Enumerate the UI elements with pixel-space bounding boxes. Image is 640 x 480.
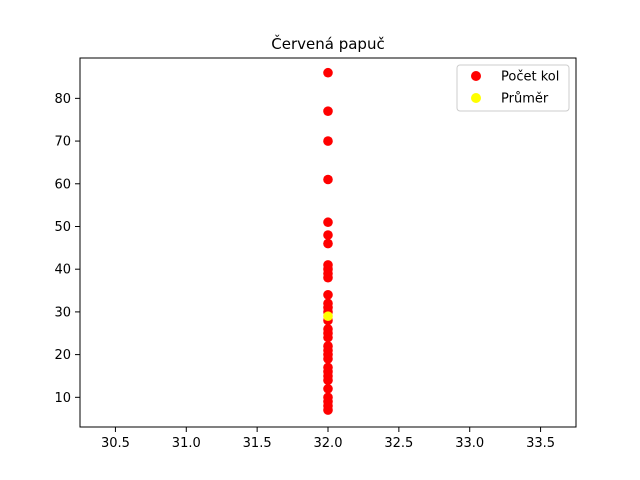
data-point-s0-12 <box>323 341 333 351</box>
data-point-s0-20 <box>323 290 333 300</box>
data-point-s0-3 <box>323 392 333 403</box>
y-tick-label: 80 <box>54 92 71 107</box>
data-point-s0-27 <box>323 217 333 228</box>
x-tick-label: 31.0 <box>172 436 201 451</box>
data-point-s1-0 <box>323 311 333 321</box>
y-tick-label: 50 <box>54 220 71 235</box>
x-tick-label: 32.5 <box>384 436 413 451</box>
legend-label-pocet-kol: Počet kol <box>501 70 559 85</box>
legend-marker-pocet-kol <box>471 71 481 81</box>
legend: Počet kol Průměr <box>456 64 570 112</box>
data-point-s0-28 <box>323 174 333 185</box>
y-tick-label: 70 <box>54 135 71 150</box>
x-tick-label: 32.0 <box>314 436 343 451</box>
data-point-s0-15 <box>323 324 333 334</box>
x-tick-label: 30.5 <box>101 436 130 451</box>
chart-title: Červená papuč <box>271 34 384 53</box>
y-tick-label: 40 <box>54 263 71 278</box>
x-axis: 30.5 31.0 31.5 32.0 32.5 33.0 33.5 <box>101 427 555 451</box>
y-tick-label: 10 <box>54 391 71 406</box>
y-tick-label: 60 <box>54 177 71 192</box>
data-point-s0-24 <box>323 260 333 270</box>
data-point-s0-19 <box>323 298 333 309</box>
data-point-s0-4 <box>323 383 333 394</box>
data-point-s0-8 <box>323 362 333 373</box>
x-tick-label: 31.5 <box>243 436 272 451</box>
legend-marker-prumer <box>471 93 481 103</box>
data-point-s0-26 <box>323 230 333 240</box>
y-axis: 10 20 30 40 50 60 70 80 <box>54 92 80 406</box>
x-tick-label: 33.0 <box>455 436 484 451</box>
y-tick-label: 20 <box>54 348 71 363</box>
x-tick-label: 33.5 <box>526 436 555 451</box>
data-point-s0-29 <box>323 136 333 146</box>
legend-box <box>456 64 570 112</box>
data-point-s0-31 <box>323 67 333 78</box>
legend-label-prumer: Průměr <box>501 92 549 107</box>
data-point-s0-25 <box>323 238 333 249</box>
y-tick-label: 30 <box>54 305 71 320</box>
points-layer <box>323 67 333 415</box>
data-point-s0-30 <box>323 106 333 116</box>
